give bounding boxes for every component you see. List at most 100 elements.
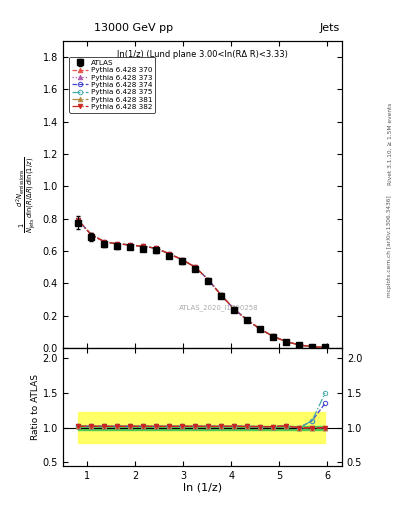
Pythia 6.428 375 [89,232,94,238]
Pythia 6.428 375 [154,245,158,251]
Text: ln(1/z) (Lund plane 3.00<ln(RΔ R)<3.33): ln(1/z) (Lund plane 3.00<ln(RΔ R)<3.33) [117,50,288,59]
Pythia 6.428 374 [180,257,185,263]
Pythia 6.428 375 [284,338,288,345]
Pythia 6.428 382 [193,264,198,270]
Pythia 6.428 374 [284,338,288,345]
Pythia 6.428 382 [323,344,327,350]
Pythia 6.428 373 [167,251,172,257]
Legend: ATLAS, Pythia 6.428 370, Pythia 6.428 373, Pythia 6.428 374, Pythia 6.428 375, P: ATLAS, Pythia 6.428 370, Pythia 6.428 37… [69,57,155,113]
Pythia 6.428 382 [297,342,301,348]
Pythia 6.428 374 [206,276,211,283]
Pythia 6.428 382 [115,241,119,247]
Pythia 6.428 374 [297,342,301,348]
Pythia 6.428 370 [206,276,211,283]
Pythia 6.428 382 [167,251,172,257]
Pythia 6.428 374 [310,344,314,350]
Pythia 6.428 370 [258,326,263,332]
Pythia 6.428 382 [219,292,224,298]
Pythia 6.428 374 [258,326,263,332]
Text: mcplots.cern.ch [arXiv:1306.3436]: mcplots.cern.ch [arXiv:1306.3436] [387,195,392,296]
Pythia 6.428 375 [245,317,250,323]
Pythia 6.428 382 [284,338,288,345]
Pythia 6.428 381 [128,242,132,248]
Pythia 6.428 381 [284,338,288,345]
Pythia 6.428 382 [258,326,263,332]
Pythia 6.428 375 [167,251,172,257]
Pythia 6.428 381 [258,326,263,332]
Line: Pythia 6.428 374: Pythia 6.428 374 [76,218,327,350]
Pythia 6.428 381 [297,342,301,348]
Text: 13000 GeV pp: 13000 GeV pp [94,23,173,33]
Pythia 6.428 370 [89,232,94,238]
Pythia 6.428 375 [180,257,185,263]
Pythia 6.428 382 [245,317,250,323]
Pythia 6.428 373 [180,257,185,263]
Pythia 6.428 373 [271,333,275,339]
Pythia 6.428 373 [102,239,107,245]
Pythia 6.428 374 [89,232,94,238]
Pythia 6.428 381 [76,217,81,223]
Pythia 6.428 373 [323,344,327,350]
Pythia 6.428 375 [193,264,198,270]
Pythia 6.428 381 [154,245,158,251]
Pythia 6.428 374 [219,292,224,298]
Pythia 6.428 375 [115,241,119,247]
Pythia 6.428 373 [115,241,119,247]
Y-axis label: Ratio to ATLAS: Ratio to ATLAS [31,374,40,440]
Pythia 6.428 375 [297,342,301,348]
Pythia 6.428 381 [206,276,211,283]
Pythia 6.428 370 [271,333,275,339]
Pythia 6.428 370 [219,292,224,298]
Pythia 6.428 370 [76,217,81,223]
Pythia 6.428 373 [219,292,224,298]
Pythia 6.428 375 [219,292,224,298]
Pythia 6.428 375 [271,333,275,339]
Pythia 6.428 374 [232,306,237,312]
Pythia 6.428 375 [76,217,81,223]
Text: ATLAS_2020_I1790258: ATLAS_2020_I1790258 [179,304,259,311]
Pythia 6.428 373 [284,338,288,345]
Y-axis label: $\frac{1}{N_\mathrm{jets}}\frac{d^2 N_\mathrm{emissions}}{d\ln(R/\Delta R)\,d\ln: $\frac{1}{N_\mathrm{jets}}\frac{d^2 N_\m… [15,156,39,233]
Pythia 6.428 374 [141,243,145,249]
Line: Pythia 6.428 382: Pythia 6.428 382 [76,218,327,350]
Pythia 6.428 374 [323,344,327,350]
Pythia 6.428 381 [245,317,250,323]
Pythia 6.428 370 [128,242,132,248]
Pythia 6.428 373 [128,242,132,248]
Pythia 6.428 382 [310,344,314,350]
Pythia 6.428 370 [167,251,172,257]
Pythia 6.428 381 [310,344,314,350]
Pythia 6.428 370 [297,342,301,348]
Pythia 6.428 374 [76,217,81,223]
Pythia 6.428 374 [115,241,119,247]
Pythia 6.428 382 [102,239,107,245]
Pythia 6.428 382 [154,245,158,251]
Pythia 6.428 373 [89,232,94,238]
Pythia 6.428 382 [180,257,185,263]
Pythia 6.428 375 [258,326,263,332]
Pythia 6.428 370 [115,241,119,247]
Pythia 6.428 381 [232,306,237,312]
Pythia 6.428 375 [323,344,327,350]
Pythia 6.428 381 [219,292,224,298]
Pythia 6.428 382 [141,243,145,249]
Pythia 6.428 370 [323,344,327,350]
Line: Pythia 6.428 381: Pythia 6.428 381 [76,218,327,350]
Pythia 6.428 370 [245,317,250,323]
Pythia 6.428 374 [167,251,172,257]
Pythia 6.428 373 [245,317,250,323]
Pythia 6.428 381 [89,232,94,238]
Pythia 6.428 374 [154,245,158,251]
Pythia 6.428 382 [271,333,275,339]
Pythia 6.428 373 [154,245,158,251]
Pythia 6.428 370 [232,306,237,312]
Pythia 6.428 370 [141,243,145,249]
Line: Pythia 6.428 373: Pythia 6.428 373 [76,218,327,350]
Pythia 6.428 373 [193,264,198,270]
Pythia 6.428 381 [323,344,327,350]
Pythia 6.428 381 [167,251,172,257]
Pythia 6.428 381 [115,241,119,247]
Pythia 6.428 381 [271,333,275,339]
Pythia 6.428 375 [310,344,314,350]
Pythia 6.428 375 [102,239,107,245]
